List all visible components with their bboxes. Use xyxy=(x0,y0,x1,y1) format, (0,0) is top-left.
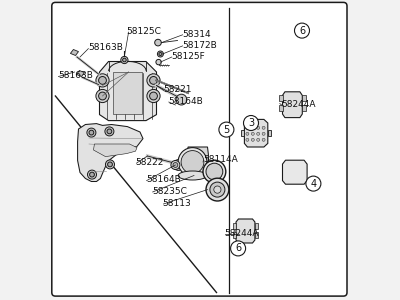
Polygon shape xyxy=(244,119,268,147)
Circle shape xyxy=(257,138,260,141)
Circle shape xyxy=(246,132,249,135)
Circle shape xyxy=(121,56,128,64)
Circle shape xyxy=(150,76,158,84)
Circle shape xyxy=(214,186,221,193)
Polygon shape xyxy=(279,105,282,111)
Polygon shape xyxy=(282,92,302,118)
Polygon shape xyxy=(268,130,271,136)
Polygon shape xyxy=(241,130,244,136)
Circle shape xyxy=(257,126,260,129)
Polygon shape xyxy=(78,124,143,182)
Circle shape xyxy=(173,160,184,170)
Polygon shape xyxy=(302,105,306,111)
Text: 58172B: 58172B xyxy=(182,41,217,50)
Circle shape xyxy=(230,241,246,256)
Circle shape xyxy=(251,138,254,141)
Circle shape xyxy=(123,58,126,62)
Circle shape xyxy=(105,127,114,136)
Text: 58163B: 58163B xyxy=(88,44,123,52)
Polygon shape xyxy=(279,95,282,101)
Circle shape xyxy=(262,132,265,135)
Text: 58164B: 58164B xyxy=(146,176,181,184)
Text: 5: 5 xyxy=(223,124,230,135)
Circle shape xyxy=(176,94,187,105)
Circle shape xyxy=(262,138,265,141)
Text: 58163B: 58163B xyxy=(58,71,93,80)
Text: 6: 6 xyxy=(299,26,305,36)
Circle shape xyxy=(155,39,161,46)
Text: 58125C: 58125C xyxy=(126,27,161,36)
Circle shape xyxy=(96,89,109,103)
Circle shape xyxy=(251,126,254,129)
Circle shape xyxy=(98,92,106,100)
Circle shape xyxy=(219,122,234,137)
Circle shape xyxy=(87,128,96,137)
Circle shape xyxy=(306,176,321,191)
Circle shape xyxy=(251,132,254,135)
Text: 4: 4 xyxy=(310,178,316,189)
Polygon shape xyxy=(302,95,306,101)
Circle shape xyxy=(262,126,265,129)
Circle shape xyxy=(203,160,226,183)
Polygon shape xyxy=(76,70,84,76)
Circle shape xyxy=(106,160,114,169)
Circle shape xyxy=(210,182,225,197)
Text: 58244A: 58244A xyxy=(224,229,258,238)
Circle shape xyxy=(107,129,112,134)
Polygon shape xyxy=(236,219,255,243)
Text: 58314: 58314 xyxy=(182,30,211,39)
Circle shape xyxy=(206,178,229,201)
Text: 58244A: 58244A xyxy=(281,100,316,109)
Circle shape xyxy=(246,126,249,129)
FancyBboxPatch shape xyxy=(52,2,347,296)
Text: 6: 6 xyxy=(235,243,241,254)
Polygon shape xyxy=(100,61,156,121)
Text: 58114A: 58114A xyxy=(203,155,238,164)
Circle shape xyxy=(89,130,94,135)
Circle shape xyxy=(98,76,106,84)
Polygon shape xyxy=(233,232,236,238)
Polygon shape xyxy=(94,144,137,157)
Circle shape xyxy=(108,162,112,167)
Polygon shape xyxy=(113,72,142,114)
Circle shape xyxy=(147,89,160,103)
Polygon shape xyxy=(255,223,258,229)
Circle shape xyxy=(96,74,109,87)
Circle shape xyxy=(171,160,180,169)
Circle shape xyxy=(157,51,163,57)
Circle shape xyxy=(244,116,258,130)
Circle shape xyxy=(90,172,94,177)
Circle shape xyxy=(156,59,161,65)
Text: 58164B: 58164B xyxy=(168,97,203,106)
Circle shape xyxy=(88,170,96,179)
Text: 58235C: 58235C xyxy=(152,187,187,196)
Polygon shape xyxy=(282,160,307,184)
Text: 58113: 58113 xyxy=(162,199,191,208)
Circle shape xyxy=(147,74,160,87)
Circle shape xyxy=(246,138,249,141)
Circle shape xyxy=(173,163,178,167)
Circle shape xyxy=(294,23,310,38)
Text: 58222: 58222 xyxy=(136,158,164,167)
Circle shape xyxy=(178,148,207,176)
Polygon shape xyxy=(70,50,78,56)
Ellipse shape xyxy=(178,171,207,180)
Polygon shape xyxy=(255,232,258,238)
Circle shape xyxy=(206,163,223,180)
Text: 3: 3 xyxy=(248,118,254,128)
Text: 58221: 58221 xyxy=(164,85,192,94)
Text: 58125F: 58125F xyxy=(172,52,205,61)
Polygon shape xyxy=(188,147,208,177)
Circle shape xyxy=(257,132,260,135)
Circle shape xyxy=(150,92,158,100)
Polygon shape xyxy=(233,223,236,229)
Circle shape xyxy=(181,151,204,173)
Circle shape xyxy=(159,52,162,56)
